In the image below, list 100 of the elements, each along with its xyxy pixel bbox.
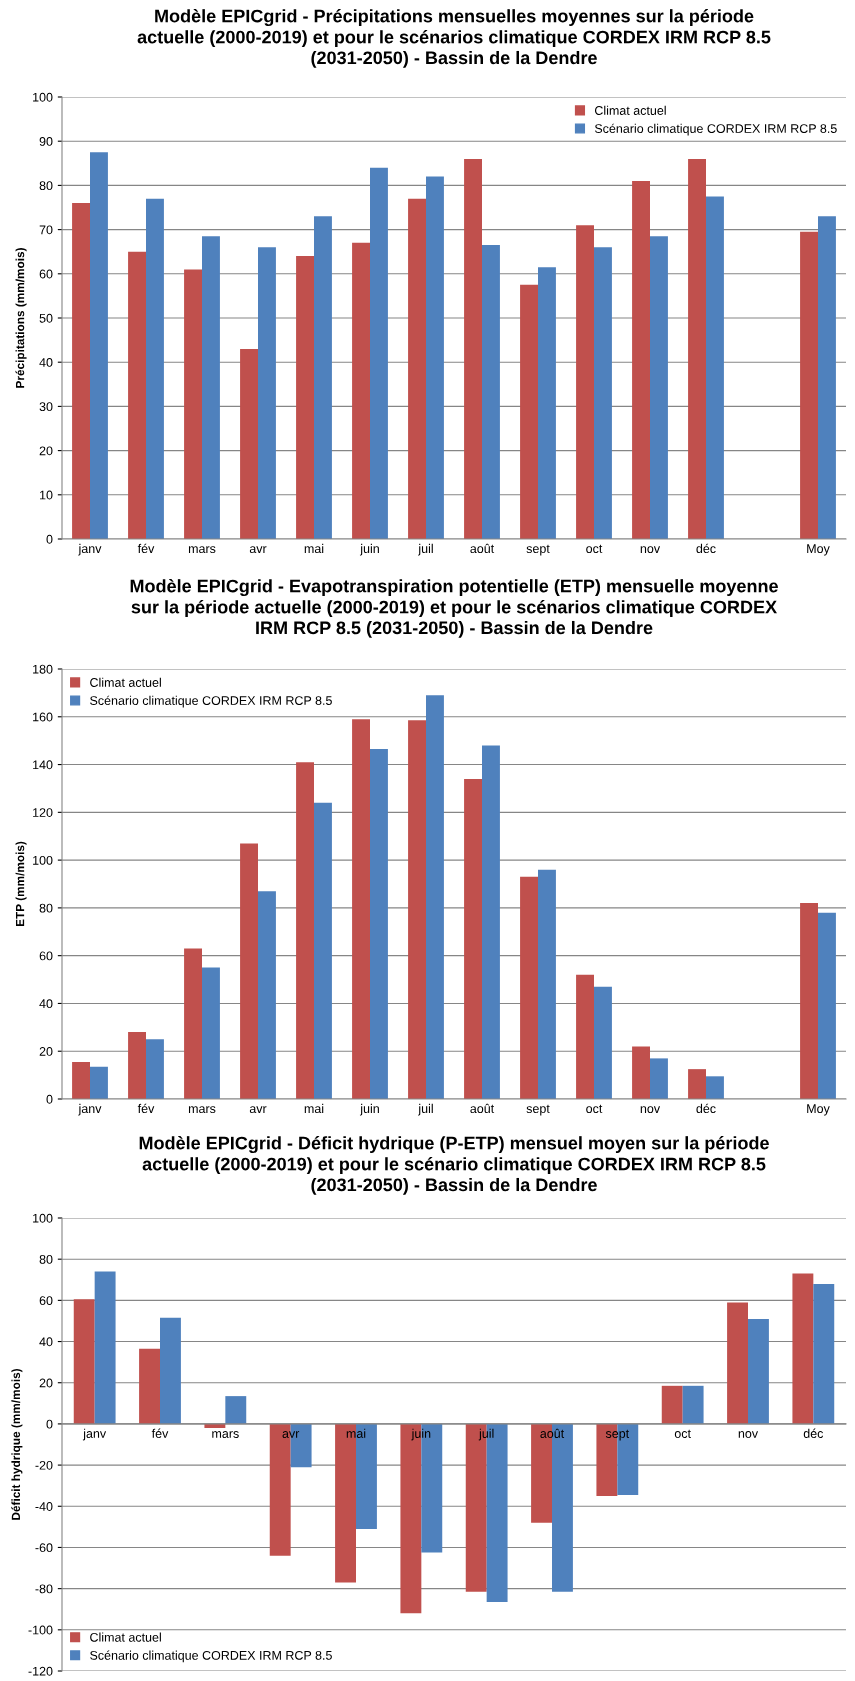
x-tick-label: déc [696, 1103, 716, 1114]
legend-label: Scénario climatique CORDEX IRM RCP 8.5 [90, 695, 332, 708]
bar [72, 1061, 90, 1099]
y-tick-label: 20 [39, 1047, 53, 1056]
bar [72, 203, 90, 539]
y-tick-label: 60 [39, 1296, 53, 1306]
bar [538, 267, 556, 539]
bar [314, 802, 332, 1099]
bar [225, 1396, 247, 1424]
x-tick-label: fév [137, 543, 155, 554]
y-tick-label: 100 [33, 855, 53, 865]
y-tick-label: 0 [46, 1419, 53, 1429]
y-tick-label: 70 [39, 225, 53, 235]
x-tick-label: déc [803, 1428, 824, 1438]
legend-label: Scénario climatique CORDEX IRM RCP 8.5 [90, 1650, 332, 1663]
x-tick-label: avr [249, 1106, 267, 1114]
y-tick-label: 60 [39, 951, 53, 961]
bar [370, 167, 388, 539]
y-tick-label: 180 [33, 664, 53, 674]
y-tick-label: 30 [39, 402, 53, 412]
bar [426, 176, 444, 539]
x-tick-label: août [470, 543, 495, 554]
y-tick-label: 10 [40, 490, 53, 500]
bar [792, 1273, 814, 1424]
x-tick-label: juin [359, 543, 379, 556]
bar [202, 236, 220, 539]
bar [160, 1317, 181, 1424]
x-tick-label: nov [738, 1431, 759, 1438]
x-tick-label: mars [212, 1431, 239, 1438]
bar [818, 216, 836, 539]
y-tick-label: 40 [39, 1337, 53, 1347]
y-tick-label: 160 [33, 712, 53, 722]
legend-label: Climat actuel [594, 105, 666, 115]
y-tick-label: 80 [39, 181, 53, 191]
bar [632, 1046, 650, 1099]
y-tick-label: 0 [46, 534, 53, 544]
x-tick-label: janv [82, 1428, 107, 1441]
bar [576, 974, 594, 1099]
y-tick-label: 140 [33, 760, 53, 770]
bar [800, 231, 818, 539]
bar [258, 891, 276, 1099]
bar [650, 236, 668, 539]
bar [482, 745, 500, 1099]
y-tick-label: 120 [33, 808, 53, 817]
x-tick-label: août [540, 1428, 565, 1438]
bar [296, 762, 314, 1099]
bar [748, 1318, 769, 1424]
x-tick-label: août [470, 1103, 495, 1114]
bar [352, 719, 370, 1099]
y-tick-label: 100 [33, 1213, 53, 1223]
x-tick-label: oct [586, 1104, 603, 1114]
y-tick-label: 80 [39, 1254, 53, 1264]
x-tick-label: fév [137, 1103, 155, 1114]
bar [464, 778, 482, 1099]
x-tick-label: mai [346, 1428, 366, 1438]
bar [73, 1299, 95, 1424]
x-tick-label: nov [640, 1106, 661, 1114]
y-tick-label: 90 [39, 137, 53, 146]
bar [818, 912, 836, 1099]
y-tick-label: 100 [33, 92, 53, 102]
bar [632, 180, 650, 539]
y-axis-title: Déficit hydrique (mm/mois) [11, 1368, 23, 1520]
y-tick-label: -40 [35, 1502, 53, 1511]
bar [520, 876, 538, 1099]
x-tick-label: fév [151, 1428, 169, 1438]
chart-title: Modèle EPICgrid - Déficit hydrique (P-ETP) mensuel moyen sur la période actuelle (2000-2019) et pour le scénario climatique CORDEX IRM RCP 8.5 (2031-2050) - Bassin de la Dendre [139, 1136, 769, 1195]
y-tick-label: -100 [28, 1625, 53, 1635]
x-tick-label: sept [526, 1104, 550, 1116]
x-tick-label: Moy [807, 1104, 830, 1116]
bar [482, 245, 500, 539]
x-tick-label: déc [696, 543, 716, 554]
bar [594, 247, 612, 539]
bar [240, 843, 258, 1099]
y-tick-label: -80 [35, 1584, 53, 1594]
bar [706, 196, 724, 539]
bar [296, 256, 314, 539]
x-tick-label: juin [411, 1428, 431, 1441]
bar [240, 348, 258, 539]
y-tick-label: -20 [35, 1460, 53, 1470]
bar [727, 1302, 748, 1424]
bar [688, 158, 706, 539]
y-tick-label: 40 [39, 999, 53, 1009]
x-tick-label: nov [640, 546, 661, 554]
x-tick-label: avr [249, 546, 267, 554]
bar [800, 903, 818, 1099]
x-tick-label: juil [418, 543, 433, 556]
x-tick-label: janv [78, 543, 102, 556]
chart-title: Modèle EPICgrid - Evapotranspiration potentielle (ETP) mensuelle moyenne sur la période actuelle (2000-2019) et pour le scénarios climatique CORDEX IRM RCP 8.5 (2031-2050) - Bassin de la Dendre [130, 579, 778, 638]
bar [352, 242, 370, 539]
legend-label: Scénario climatique CORDEX IRM RCP 8.5 [594, 123, 837, 136]
bar [706, 1076, 724, 1099]
legend-label: Climat actuel [90, 677, 161, 687]
x-tick-label: janv [78, 1103, 102, 1116]
y-tick-label: 40 [39, 358, 53, 367]
y-tick-label: 80 [39, 903, 53, 913]
y-tick-label: 20 [39, 1378, 53, 1388]
bar [520, 284, 538, 539]
y-tick-label: 60 [39, 269, 53, 279]
x-tick-label: mars [188, 546, 216, 554]
bar [184, 948, 202, 1099]
